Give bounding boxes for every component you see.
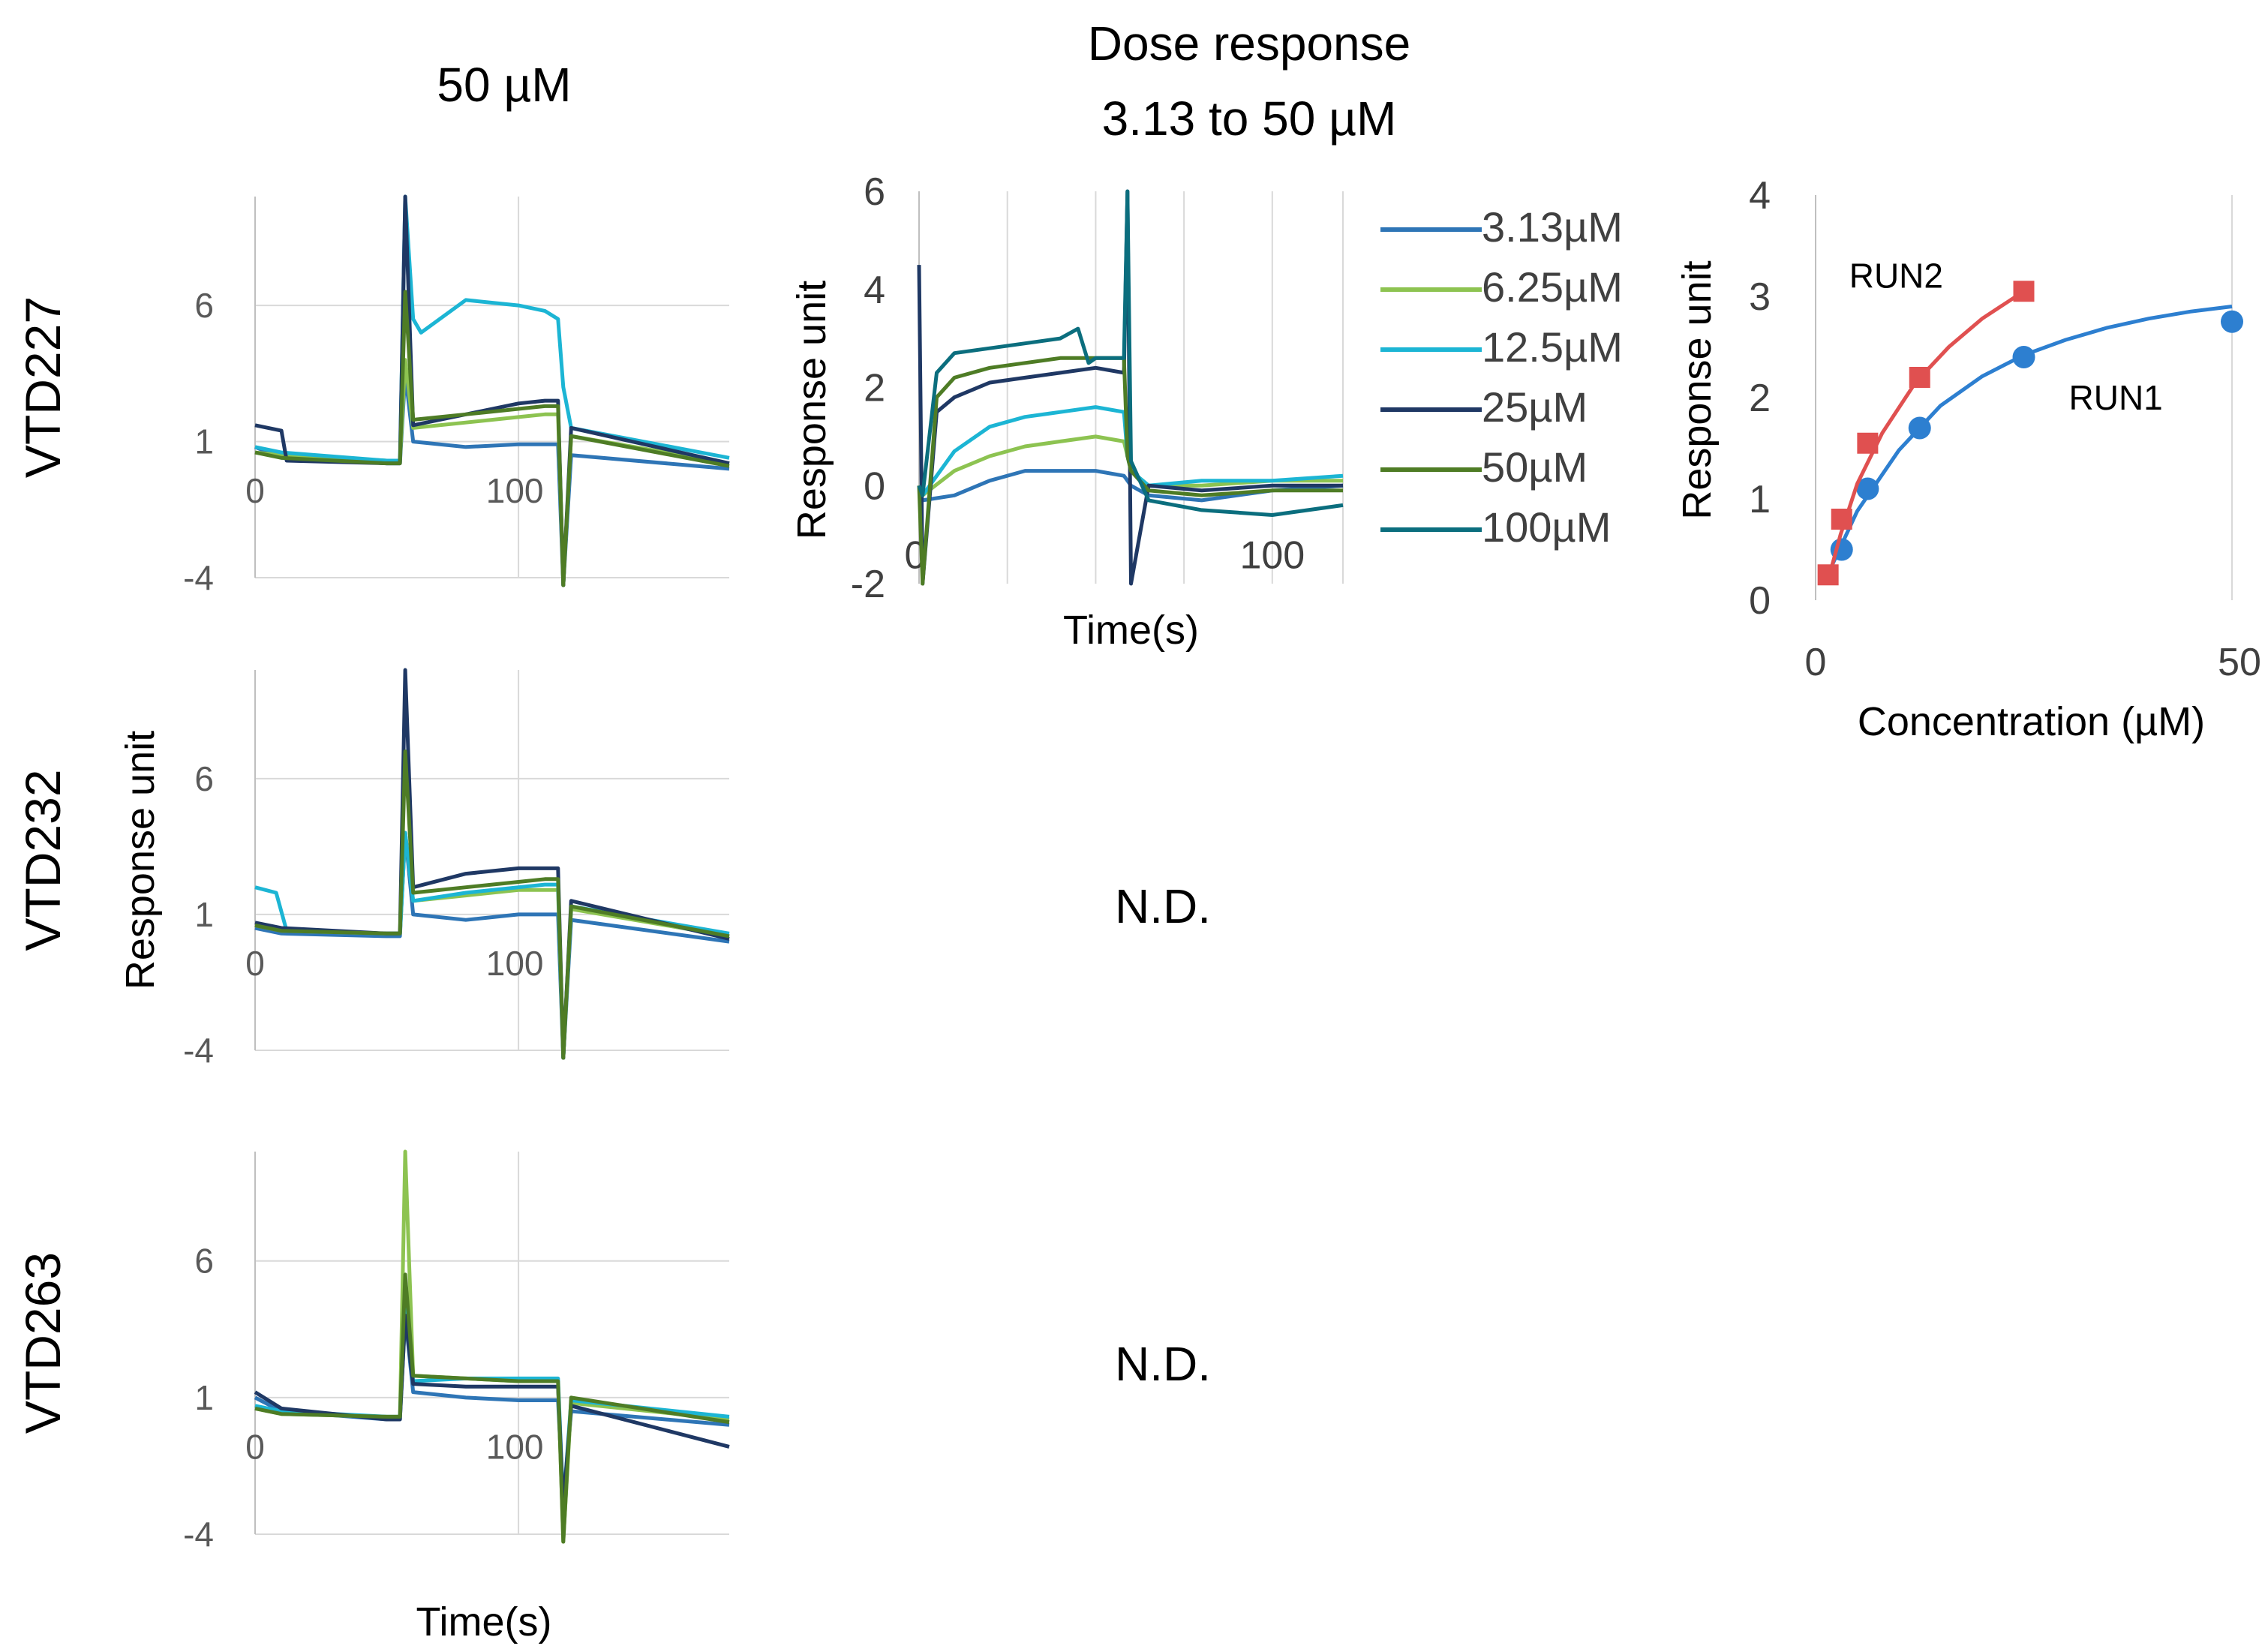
series-line-12.5µM [254,194,730,463]
row-label: VTD263 [15,1252,71,1434]
y-tick-label: -4 [183,558,214,597]
x-tick-label: 100 [1239,533,1305,577]
y-tick-label: 6 [194,759,214,798]
legend-label: 6.25µM [1482,263,1623,311]
left-xlabel: Time(s) [416,1599,552,1644]
y-tick-label: 1 [194,895,214,934]
y-tick-label: 3 [1749,275,1771,319]
series-line-25µM [254,194,730,587]
col1-title: 50 µM [437,58,571,112]
chart-vtd232: -4 1 6 0 100 VTD232 Response unit [15,668,730,1070]
data-point-RUN2 [1831,509,1852,530]
y-tick-label: 0 [1749,579,1771,623]
y-tick-label: -4 [183,1515,214,1554]
data-point-RUN2 [1817,564,1839,586]
data-point-RUN2 [2013,281,2035,302]
legend-label: 12.5µM [1482,323,1623,371]
x-tick-label: 50 [2218,641,2261,684]
row-label: VTD227 [15,296,71,478]
legend-label: 100µM [1482,503,1611,551]
series-line-25µM [917,189,1343,586]
data-point-RUN1 [2012,346,2035,368]
y-tick-label: 6 [194,286,214,325]
y-tick-label: 4 [1749,174,1771,218]
data-point-RUN2 [1909,367,1930,388]
series-line-12.5µM [917,405,1344,497]
x-tick-label: 0 [245,944,265,983]
series-line-50µM [254,290,730,587]
series-line-50µM [254,749,730,1060]
data-point-RUN2 [1857,432,1879,454]
y-axis-label: Response unit [1675,260,1720,519]
series-line-50µM [254,1272,730,1544]
y-tick-label: 1 [1749,478,1771,521]
x-tick-label: 100 [486,944,544,983]
legend-label: 50µM [1482,443,1588,491]
y-tick-label: 6 [194,1242,214,1281]
chart-vtd263: -4 1 6 0 100 VTD263 [15,1149,730,1554]
series-line-3.13µM [917,469,1344,503]
y-axis-label: Response unit [118,731,163,990]
data-point-RUN1 [1908,416,1931,440]
y-tick-label: 2 [864,367,885,410]
x-tick-label: 0 [1805,641,1827,684]
y-tick-label: 4 [864,269,885,312]
chart-concentration: 0 1 2 3 4 0 50 RUN2 RUN1 Concentration (µM) Respon… [1675,174,2261,744]
x-tick-label: 100 [486,1427,544,1466]
col2-title-line1: Dose response [1088,17,1410,71]
col2-title-line2: 3.13 to 50 µM [1102,92,1397,146]
chart-vtd227: -4 1 6 0 100 VTD227 [15,194,730,597]
x-axis-label: Time(s) [1063,608,1199,653]
fit-curve-RUN1 [1830,305,2233,566]
series-line-100µM [917,189,1344,517]
x-tick-label: 0 [245,471,265,510]
series-line-25µM [254,668,730,1060]
data-point-RUN1 [1856,477,1879,500]
series-annotation: RUN2 [1849,256,1943,295]
series-line-6.25µM [254,1149,730,1544]
series-annotation: RUN1 [2069,378,2163,417]
y-axis-label: Response unit [789,281,834,539]
data-point-RUN1 [2221,310,2243,333]
y-tick-label: 1 [194,1378,214,1417]
nd-label-vtd263: N.D. [1115,1337,1211,1391]
x-axis-label: Concentration (µM) [1858,699,2205,744]
y-tick-label: 6 [864,170,885,214]
y-tick-label: 2 [1749,377,1771,420]
y-tick-label: -2 [851,563,885,606]
y-tick-label: 0 [864,464,885,508]
legend-label: 25µM [1482,383,1588,431]
y-tick-label: 1 [194,422,214,461]
series-line-6.25µM [917,434,1343,497]
row-label: VTD232 [15,769,71,951]
y-tick-label: -4 [183,1031,214,1070]
nd-label-vtd232: N.D. [1115,879,1211,933]
dose-legend: 3.13µM 6.25µM 12.5µM 25µM 50µM 100µM [1380,203,1623,551]
x-tick-label: 0 [245,1427,265,1466]
x-tick-label: 100 [486,471,544,510]
legend-label: 3.13µM [1482,203,1623,251]
